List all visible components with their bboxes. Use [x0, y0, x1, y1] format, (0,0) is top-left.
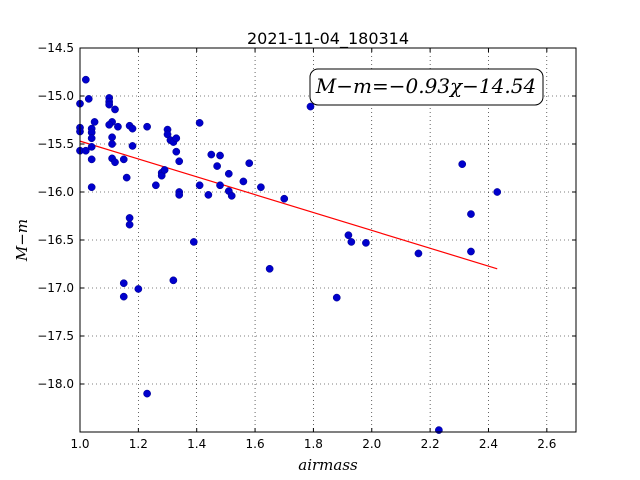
data-point — [114, 122, 122, 131]
annotation-box — [309, 68, 544, 106]
data-point — [195, 181, 204, 190]
data-point — [111, 158, 119, 167]
data-point — [467, 210, 475, 218]
data-point — [280, 194, 289, 203]
data-point — [81, 146, 90, 155]
data-point — [435, 426, 443, 434]
data-point — [122, 173, 131, 182]
annotation-text: M−m=−0.93χ−14.54 — [315, 74, 536, 98]
y-tick-label: −15.0 — [37, 89, 74, 103]
data-point — [347, 238, 356, 246]
data-point — [175, 191, 184, 199]
data-point — [152, 181, 160, 190]
x-tick-label: 2.4 — [479, 437, 498, 451]
data-point — [414, 249, 423, 258]
y-tick-label: −16.0 — [37, 185, 74, 199]
data-point — [493, 188, 502, 196]
data-point — [362, 239, 370, 247]
y-tick-label: −17.0 — [37, 281, 74, 295]
chart-title: 2021-11-04_180314 — [247, 29, 409, 49]
data-point — [105, 120, 114, 129]
data-point — [467, 247, 475, 256]
x-tick-label: 1.2 — [129, 437, 148, 451]
data-point — [87, 134, 96, 143]
data-point — [108, 133, 116, 142]
data-point — [169, 276, 178, 285]
data-point — [108, 140, 116, 148]
x-tick-label: 1.6 — [246, 437, 265, 451]
y-tick-label: −14.5 — [37, 41, 74, 55]
data-point — [344, 231, 353, 240]
data-point — [306, 102, 315, 111]
x-tick-label: 2.2 — [421, 437, 440, 451]
fit-annotation: M−m=−0.93χ−14.54 — [309, 68, 544, 106]
fit-line-group — [79, 140, 498, 270]
data-point — [245, 159, 254, 168]
data-point — [239, 177, 248, 186]
data-point — [125, 220, 134, 229]
data-point — [216, 181, 224, 190]
data-points — [76, 75, 502, 434]
data-point — [207, 150, 216, 159]
data-point — [105, 100, 114, 109]
y-tick-label: −18.0 — [37, 377, 74, 391]
y-tick-label: −15.5 — [37, 137, 74, 151]
data-point — [224, 169, 233, 178]
data-point — [111, 105, 119, 114]
y-tick-label: −17.5 — [37, 329, 74, 343]
data-point — [87, 143, 96, 151]
data-point — [143, 122, 151, 131]
data-point — [189, 238, 198, 246]
data-point — [172, 147, 181, 156]
data-point — [84, 95, 93, 103]
data-point — [332, 293, 341, 302]
x-tick-labels: 1.0 1.2 1.4 1.6 1.8 2.0 2.2 2.4 2.6 — [70, 437, 556, 451]
data-point — [265, 264, 274, 273]
y-tick-labels: −14.5 −15.0 −15.5 −16.0 −16.5 −17.0 −17.5 −18.0 — [37, 41, 74, 391]
axis-ticks — [79, 47, 576, 432]
x-tick-label: 2.6 — [537, 437, 556, 451]
data-point — [128, 142, 137, 150]
data-point — [172, 134, 181, 143]
x-axis-label: airmass — [298, 456, 358, 474]
data-point — [87, 155, 96, 164]
x-tick-label: 1.8 — [304, 437, 323, 451]
data-point — [81, 75, 90, 84]
data-point — [128, 124, 137, 133]
data-point — [257, 183, 265, 192]
x-tick-label: 1.4 — [187, 437, 206, 451]
data-point — [90, 118, 99, 126]
data-point — [204, 191, 213, 199]
data-point — [458, 160, 467, 169]
data-point — [134, 285, 143, 293]
data-point — [195, 119, 204, 127]
y-axis-label: M−m — [13, 219, 31, 262]
data-point — [143, 389, 151, 398]
data-point — [119, 292, 128, 301]
data-point — [119, 279, 128, 288]
x-tick-label: 2.0 — [362, 437, 381, 451]
data-point — [175, 157, 184, 166]
data-point — [87, 183, 96, 192]
data-point — [213, 162, 221, 170]
data-point — [125, 214, 134, 222]
data-point — [216, 151, 224, 160]
data-point — [119, 155, 128, 164]
data-point — [227, 191, 236, 200]
data-point — [160, 166, 169, 174]
y-tick-label: −16.5 — [37, 233, 74, 247]
fit-line — [79, 140, 498, 270]
x-tick-label: 1.0 — [70, 437, 89, 451]
